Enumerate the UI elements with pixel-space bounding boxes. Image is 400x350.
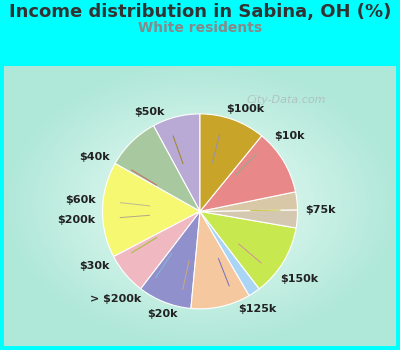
- Text: $20k: $20k: [147, 309, 177, 319]
- Wedge shape: [102, 163, 200, 257]
- Text: $40k: $40k: [79, 152, 110, 162]
- Text: City-Data.com: City-Data.com: [246, 94, 326, 105]
- Wedge shape: [200, 114, 262, 211]
- Text: $60k: $60k: [65, 195, 95, 205]
- Wedge shape: [200, 211, 259, 295]
- Wedge shape: [154, 114, 200, 211]
- Wedge shape: [200, 192, 298, 211]
- Wedge shape: [200, 211, 296, 289]
- Text: $200k: $200k: [57, 215, 95, 225]
- Text: $10k: $10k: [274, 131, 304, 141]
- Wedge shape: [200, 210, 298, 228]
- Text: $50k: $50k: [134, 107, 165, 117]
- Text: $100k: $100k: [226, 104, 264, 114]
- Text: $125k: $125k: [238, 304, 277, 314]
- Wedge shape: [115, 126, 200, 211]
- Text: > $200k: > $200k: [90, 294, 141, 304]
- Text: $150k: $150k: [280, 274, 319, 284]
- Text: Income distribution in Sabina, OH (%): Income distribution in Sabina, OH (%): [9, 3, 391, 21]
- Wedge shape: [141, 211, 200, 308]
- Wedge shape: [191, 211, 249, 309]
- Text: $30k: $30k: [80, 261, 110, 271]
- Wedge shape: [114, 211, 200, 289]
- Wedge shape: [200, 136, 296, 211]
- Text: White residents: White residents: [138, 21, 262, 35]
- Text: $75k: $75k: [305, 205, 336, 215]
